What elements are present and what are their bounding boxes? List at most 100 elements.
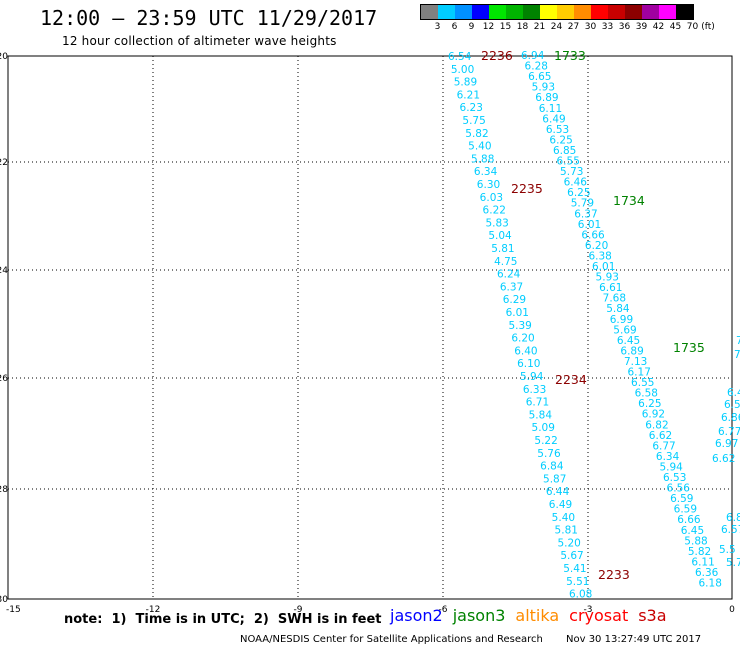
wave-height-value: 6.01 [506, 307, 529, 319]
wave-height-value: 6.11 [691, 556, 714, 568]
legend-swatch-33 [591, 5, 608, 19]
legend-label: 70 [686, 22, 699, 32]
y-tick-label: -30 [0, 595, 8, 605]
satellite-legend: jason2 jason3 altika cryosat s3a [390, 606, 677, 625]
footer-timestamp: Nov 30 13:27:49 UTC 2017 [566, 634, 702, 645]
wave-height-value: 6.59 [670, 493, 693, 505]
wave-height-value: 6.97 [715, 438, 738, 450]
wave-height-value: 6.92 [642, 409, 665, 421]
x-tick-label: -12 [146, 605, 161, 615]
time-label-jason3: 1735 [673, 340, 705, 355]
wave-height-value: 5.75 [462, 115, 485, 127]
wave-height-value: 6.25 [549, 134, 572, 146]
wave-height-value: 6.65 [528, 71, 551, 83]
time-label-jason3: 1734 [613, 193, 645, 208]
legend-swatch-39 [625, 5, 642, 19]
wave-height-value: 6.37 [574, 208, 597, 220]
wave-height-value: 6.89 [535, 92, 558, 104]
x-tick-label: -15 [6, 605, 21, 615]
wave-height-value: 6.45 [617, 335, 640, 347]
wave-height-value: 6.08 [569, 589, 592, 601]
wave-height-value: 5.20 [557, 537, 580, 549]
time-label-cryosat: 2233 [598, 567, 630, 582]
legend-swatch-9 [455, 5, 472, 19]
satellite-label-jason2: jason2 [390, 606, 443, 625]
time-label-cryosat: 2235 [511, 181, 543, 196]
wave-height-value: 5.7 [726, 557, 740, 569]
legend-label: 12 [482, 22, 495, 32]
legend-swatch-21 [523, 5, 540, 19]
time-label-cryosat: 2234 [555, 372, 587, 387]
wave-height-value: 6.29 [503, 294, 526, 306]
wave-height-value: 5.84 [529, 409, 553, 421]
wave-height-value: 6.71 [526, 397, 549, 409]
wave-height-value: 6.86 [726, 512, 740, 524]
satellite-label-jason3: jason3 [452, 606, 506, 625]
x-tick-label: -9 [294, 605, 303, 615]
legend-swatch-12 [472, 5, 489, 19]
wave-height-value: 5.04 [488, 230, 512, 242]
wave-height-value: 6.34 [474, 166, 498, 178]
wave-height-value: 5.39 [508, 320, 531, 332]
wave-height-value: 5.22 [534, 435, 557, 447]
wave-height-value: 7.68 [603, 293, 626, 305]
wave-height-value: 6.77 [652, 440, 675, 452]
wave-height-value: 6.77 [718, 426, 740, 438]
x-tick-label: -3 [584, 605, 593, 615]
wave-height-value: 5.81 [491, 243, 514, 255]
satellite-label-s3a: s3a [638, 606, 667, 625]
legend-label: 3 [434, 22, 441, 32]
wave-height-value: 5.51 [566, 576, 589, 588]
legend-label: 33 [601, 22, 614, 32]
legend-swatch-18 [506, 5, 523, 19]
wave-height-value: 5.82 [688, 546, 711, 558]
wave-height-value: 5.69 [613, 324, 636, 336]
y-tick-label: -22 [0, 158, 8, 168]
wave-height-value: 6.56 [667, 483, 691, 495]
time-label-cryosat: 2236 [481, 48, 513, 63]
wave-height-value: 5.5 [719, 544, 736, 556]
wave-height-value: 6.58 [635, 388, 658, 400]
wave-height-value: 6.85 [553, 145, 576, 157]
legend-swatch-15 [489, 5, 506, 19]
wave-height-value: 6.84 [540, 461, 564, 473]
wave-height-value: 6.59 [674, 504, 697, 516]
axis-ticks: -15-12-9-6-30-20-22-24-26-28-30 [0, 52, 735, 615]
wave-height-value: 6.44 [546, 486, 570, 498]
y-tick-label: -26 [0, 374, 8, 384]
legend-swatch-30 [574, 5, 591, 19]
wave-height-value: 6.10 [517, 358, 540, 370]
wave-height-value: 5.40 [468, 141, 491, 153]
altimeter-tracks: 6.545.005.896.216.235.755.825.405.886.34… [448, 48, 740, 601]
wave-height-value: 5.81 [555, 525, 578, 537]
wave-height-value: 6.94 [521, 50, 545, 62]
wave-height-value: 6.99 [610, 314, 633, 326]
y-tick-label: -24 [0, 266, 8, 276]
page-subtitle: 12 hour collection of altimeter wave hei… [62, 34, 337, 48]
wave-height-value: 6.61 [599, 282, 622, 294]
wave-height-value: 6.55 [557, 156, 580, 168]
legend-swatch-42 [642, 5, 659, 19]
legend-label: 18 [516, 22, 529, 32]
legend-label: 27 [567, 22, 580, 32]
legend-label: 30 [584, 22, 597, 32]
wave-height-value: 6.30 [477, 179, 500, 191]
wave-height-value: 6.62 [712, 453, 735, 465]
wave-height-value: 6.57 [721, 524, 740, 536]
track-jason3: 6.946.286.655.936.896.116.496.536.256.85… [521, 48, 722, 590]
legend-swatch-6 [438, 5, 455, 19]
wave-height-value: 5.40 [552, 512, 575, 524]
wave-height-value: 6.89 [620, 345, 643, 357]
legend-label: 9 [468, 22, 475, 32]
grid-lines [8, 56, 732, 599]
wave-height-value: 6.36 [695, 567, 719, 579]
legend-label: 39 [635, 22, 648, 32]
wave-height-value: 6.22 [483, 205, 506, 217]
wave-height-value: 6.24 [497, 269, 521, 281]
color-scale-labels: 3 6 9 12 15 18 21 24 27 30 33 36 39 42 45 70 (ft) [420, 20, 715, 34]
wave-height-value: 6.03 [480, 192, 503, 204]
wave-height-value: 6.45 [681, 525, 704, 537]
wave-height-value: 7.13 [624, 356, 647, 368]
legend-swatch-24 [540, 5, 557, 19]
